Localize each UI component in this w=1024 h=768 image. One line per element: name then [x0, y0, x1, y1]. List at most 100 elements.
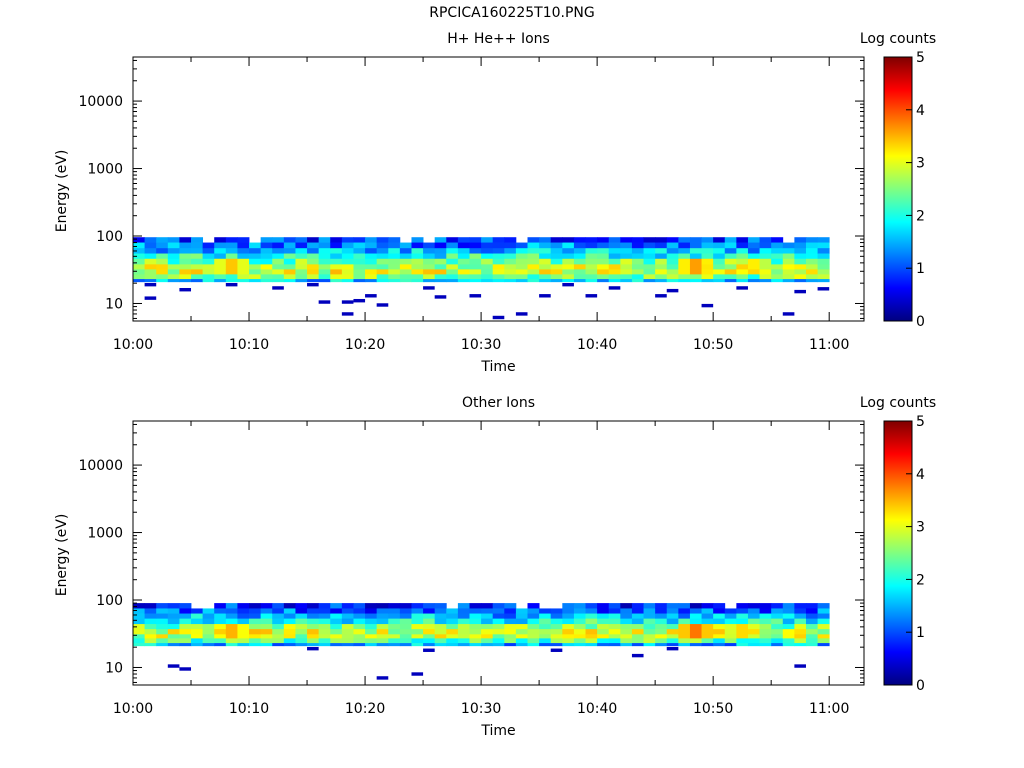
heatmap-cell — [794, 643, 807, 647]
heatmap-cell — [492, 643, 505, 647]
heatmap-cell — [353, 624, 366, 630]
heatmap-cell — [249, 274, 262, 280]
heatmap-cell — [237, 253, 250, 260]
heatmap-cell — [365, 269, 378, 275]
heatmap-cell — [562, 237, 575, 243]
x-tick-label: 10:20 — [345, 337, 385, 353]
heatmap-cell — [527, 603, 540, 609]
heatmap-cell — [457, 608, 470, 614]
heatmap-cell — [539, 613, 552, 620]
heatmap-cell — [272, 629, 285, 635]
colorbar-tick-label: 5 — [916, 414, 925, 430]
heatmap-cell — [225, 624, 238, 630]
heatmap-cell — [237, 269, 250, 275]
heatmap-cell — [283, 613, 296, 620]
heatmap-cell — [759, 269, 772, 275]
x-tick-label: 10:40 — [577, 701, 617, 717]
heatmap-cell — [446, 608, 459, 614]
sparse-cell — [562, 282, 574, 287]
heatmap-cell — [341, 634, 354, 639]
heatmap-cell — [817, 279, 830, 283]
heatmap-cell — [515, 638, 528, 644]
heatmap-cell — [399, 279, 412, 283]
heatmap-cell — [527, 608, 540, 614]
heatmap-cell — [678, 618, 691, 625]
heatmap-cell — [724, 258, 737, 265]
heatmap-cell — [689, 638, 702, 644]
heatmap-cell — [191, 237, 204, 243]
heatmap-cell — [597, 613, 610, 620]
heatmap-cell — [597, 274, 610, 280]
heatmap-cell — [782, 608, 795, 614]
heatmap-cell — [713, 237, 726, 243]
heatmap-cell — [562, 618, 575, 625]
heatmap-cell — [214, 624, 227, 630]
heatmap-cell — [481, 279, 494, 283]
colorbar-tick-label: 5 — [916, 50, 925, 66]
heatmap-cell — [492, 613, 505, 620]
heatmap-cell — [562, 274, 575, 280]
heatmap-cell — [620, 274, 633, 280]
heatmap-cell — [353, 634, 366, 639]
heatmap-cell — [423, 253, 436, 260]
heatmap-cell — [191, 643, 204, 647]
heatmap-cell — [504, 608, 517, 614]
heatmap-cell — [736, 643, 749, 647]
heatmap-cell — [527, 629, 540, 635]
heatmap-cell — [411, 279, 424, 283]
heatmap-cell — [527, 237, 540, 243]
heatmap-cell — [249, 608, 262, 614]
heatmap-cell — [539, 634, 552, 639]
heatmap-cell — [562, 613, 575, 620]
heatmap-cell — [167, 638, 180, 644]
heatmap-cell — [805, 269, 818, 275]
heatmap-cell — [655, 242, 668, 249]
heatmap-cell — [260, 248, 273, 254]
heatmap-cell — [724, 269, 737, 275]
heatmap-cell — [550, 608, 563, 614]
heatmap-cell — [678, 242, 691, 249]
heatmap-cell — [399, 264, 412, 270]
heatmap-cell — [249, 253, 262, 260]
colorbar-tick-label: 4 — [916, 467, 925, 483]
heatmap-cell — [782, 253, 795, 260]
heatmap-cell — [388, 253, 401, 260]
x-tick-label: 10:50 — [693, 337, 733, 353]
heatmap-cell — [724, 248, 737, 254]
heatmap-cell — [724, 608, 737, 614]
heatmap-cell — [817, 269, 830, 275]
heatmap-cell — [399, 253, 412, 260]
heatmap-cell — [701, 248, 714, 254]
heatmap-cell — [817, 618, 830, 625]
heatmap-cell — [736, 274, 749, 280]
heatmap-cell — [214, 248, 227, 254]
heatmap-cell — [167, 608, 180, 614]
colorbar-tick-label: 3 — [916, 520, 925, 536]
heatmap-cell — [736, 618, 749, 625]
heatmap-cell — [481, 269, 494, 275]
y-tick-label: 100 — [96, 229, 123, 245]
heatmap-cell — [701, 258, 714, 265]
heatmap-cell — [817, 629, 830, 635]
heatmap-cell — [515, 248, 528, 254]
colorbar-tick-label: 0 — [916, 678, 925, 694]
sparse-cell — [631, 653, 644, 658]
heatmap-cell — [747, 603, 760, 609]
heatmap-cell — [388, 242, 401, 249]
heatmap-cell — [771, 269, 784, 275]
heatmap-cell — [330, 248, 343, 254]
heatmap-cell — [608, 643, 621, 647]
heatmap-cell — [318, 624, 331, 630]
heatmap-cell — [237, 608, 250, 614]
heatmap-cell — [817, 274, 830, 280]
heatmap-cell — [724, 634, 737, 639]
heatmap-cell — [655, 634, 668, 639]
heatmap-cell — [179, 269, 192, 275]
heatmap-cell — [631, 629, 644, 635]
heatmap-cell — [817, 264, 830, 270]
heatmap-cell — [365, 603, 378, 609]
heatmap-cell — [736, 608, 749, 614]
heatmap-cell — [225, 242, 238, 249]
heatmap-cell — [167, 242, 180, 249]
heatmap-cell — [133, 248, 146, 254]
